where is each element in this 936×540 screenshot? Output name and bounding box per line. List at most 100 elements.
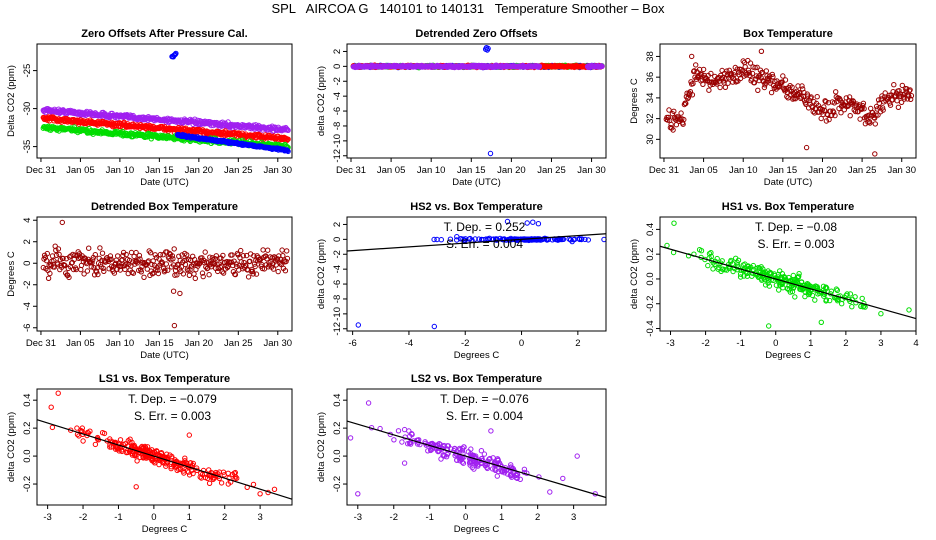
x-tick-label: 2: [222, 512, 227, 523]
chart-title: Detrended Box Temperature: [91, 201, 238, 213]
x-tick-label: -3: [666, 338, 674, 349]
data-point: [53, 252, 60, 259]
data-point: [908, 93, 915, 99]
stat-annotation: T. Dep. = −0.079: [128, 392, 217, 406]
data-point: [852, 108, 859, 115]
y-axis-label: delta CO2 (ppm): [316, 239, 327, 309]
y-axis-label: delta CO2 (ppm): [629, 239, 640, 309]
data-point: [55, 246, 62, 252]
data-point: [285, 127, 291, 134]
data-point: [790, 272, 796, 279]
data-points: [350, 45, 605, 157]
data-point: [768, 89, 775, 96]
data-point: [746, 70, 752, 76]
data-point: [134, 458, 140, 464]
data-point: [530, 219, 536, 225]
data-point: [80, 438, 86, 444]
x-tick-label: Dec 31: [26, 165, 56, 176]
data-point: [792, 294, 798, 300]
data-point: [710, 266, 716, 272]
data-point: [839, 301, 845, 307]
data-point: [872, 115, 878, 121]
data-point: [678, 110, 684, 116]
data-point: [749, 70, 756, 77]
data-point: [700, 81, 706, 88]
data-point: [395, 428, 402, 434]
data-point: [668, 121, 674, 128]
x-tick-label: -2: [701, 338, 709, 349]
y-tick-label: 0: [22, 261, 33, 266]
data-point: [206, 467, 212, 473]
data-point: [870, 110, 876, 116]
data-point: [133, 484, 139, 490]
data-point: [245, 274, 252, 280]
stat-annotation: T. Dep. = 0.252: [444, 220, 526, 234]
y-tick-label: 0.4: [645, 223, 656, 236]
y-tick-label: 30: [645, 134, 656, 145]
data-point: [238, 247, 244, 254]
y-tick-label: -4: [22, 302, 33, 310]
data-point: [720, 74, 726, 81]
y-tick-label: -6: [332, 107, 343, 115]
plot-frame: [346, 43, 607, 159]
data-point: [776, 287, 782, 293]
x-tick-label: Jan 15: [145, 165, 174, 176]
data-point: [706, 87, 712, 93]
data-point: [494, 473, 500, 479]
data-point: [664, 242, 670, 249]
x-tick-label: 1: [808, 338, 813, 349]
x-axis-label: Date (UTC): [452, 177, 501, 188]
data-point: [689, 92, 696, 98]
chart-title: Zero Offsets After Pressure Cal.: [81, 28, 247, 40]
data-point: [535, 221, 542, 227]
y-tick-label: -0.2: [645, 296, 656, 312]
data-point: [681, 116, 687, 123]
x-tick-label: Jan 10: [106, 338, 135, 349]
data-point: [875, 112, 881, 118]
y-axis-label: delta CO2 (ppm): [316, 66, 327, 136]
data-point: [487, 150, 494, 157]
data-point: [78, 266, 84, 273]
chart-panel: Dec 31 Jan 05 Jan 10 Jan 15 Jan 20 Jan 25 Jan …: [6, 201, 293, 361]
data-point: [745, 67, 752, 74]
data-point: [898, 99, 905, 106]
y-tick-label: 2: [332, 49, 343, 54]
y-tick-label: 0.4: [22, 394, 33, 407]
data-point: [749, 273, 755, 279]
data-point: [202, 249, 208, 255]
data-point: [896, 88, 902, 94]
y-tick-label: 38: [645, 51, 656, 62]
x-tick-label: -2: [461, 338, 469, 349]
data-point: [705, 262, 711, 269]
data-point: [45, 275, 52, 281]
chart-title: HS2 vs. Box Temperature: [410, 201, 542, 213]
data-point: [101, 268, 107, 274]
data-point: [141, 274, 147, 280]
y-tick-label: -8: [332, 295, 343, 303]
x-tick-label: Jan 30: [264, 338, 293, 349]
data-point: [687, 91, 693, 97]
y-axis-label: delta CO2 (ppm): [6, 412, 17, 482]
data-point: [758, 48, 765, 54]
data-point: [725, 80, 731, 86]
y-tick-label: -0.4: [645, 320, 656, 336]
data-point: [722, 84, 729, 91]
data-point: [55, 390, 61, 396]
data-point: [391, 437, 397, 443]
data-point: [852, 294, 858, 300]
data-point: [431, 323, 437, 330]
x-tick-label: Jan 25: [224, 165, 253, 176]
data-point: [860, 103, 866, 109]
data-point: [731, 72, 737, 78]
data-point: [763, 68, 769, 74]
data-point: [904, 96, 911, 102]
data-point: [873, 112, 879, 118]
chart-panel: Dec 31 Jan 05 Jan 10 Jan 15 Jan 20 Jan 25 Jan …: [629, 28, 917, 188]
x-tick-label: 0: [773, 338, 778, 349]
data-point: [171, 322, 178, 329]
data-point: [769, 71, 775, 78]
data-point: [873, 103, 880, 110]
data-point: [260, 247, 266, 253]
data-point: [812, 297, 818, 303]
